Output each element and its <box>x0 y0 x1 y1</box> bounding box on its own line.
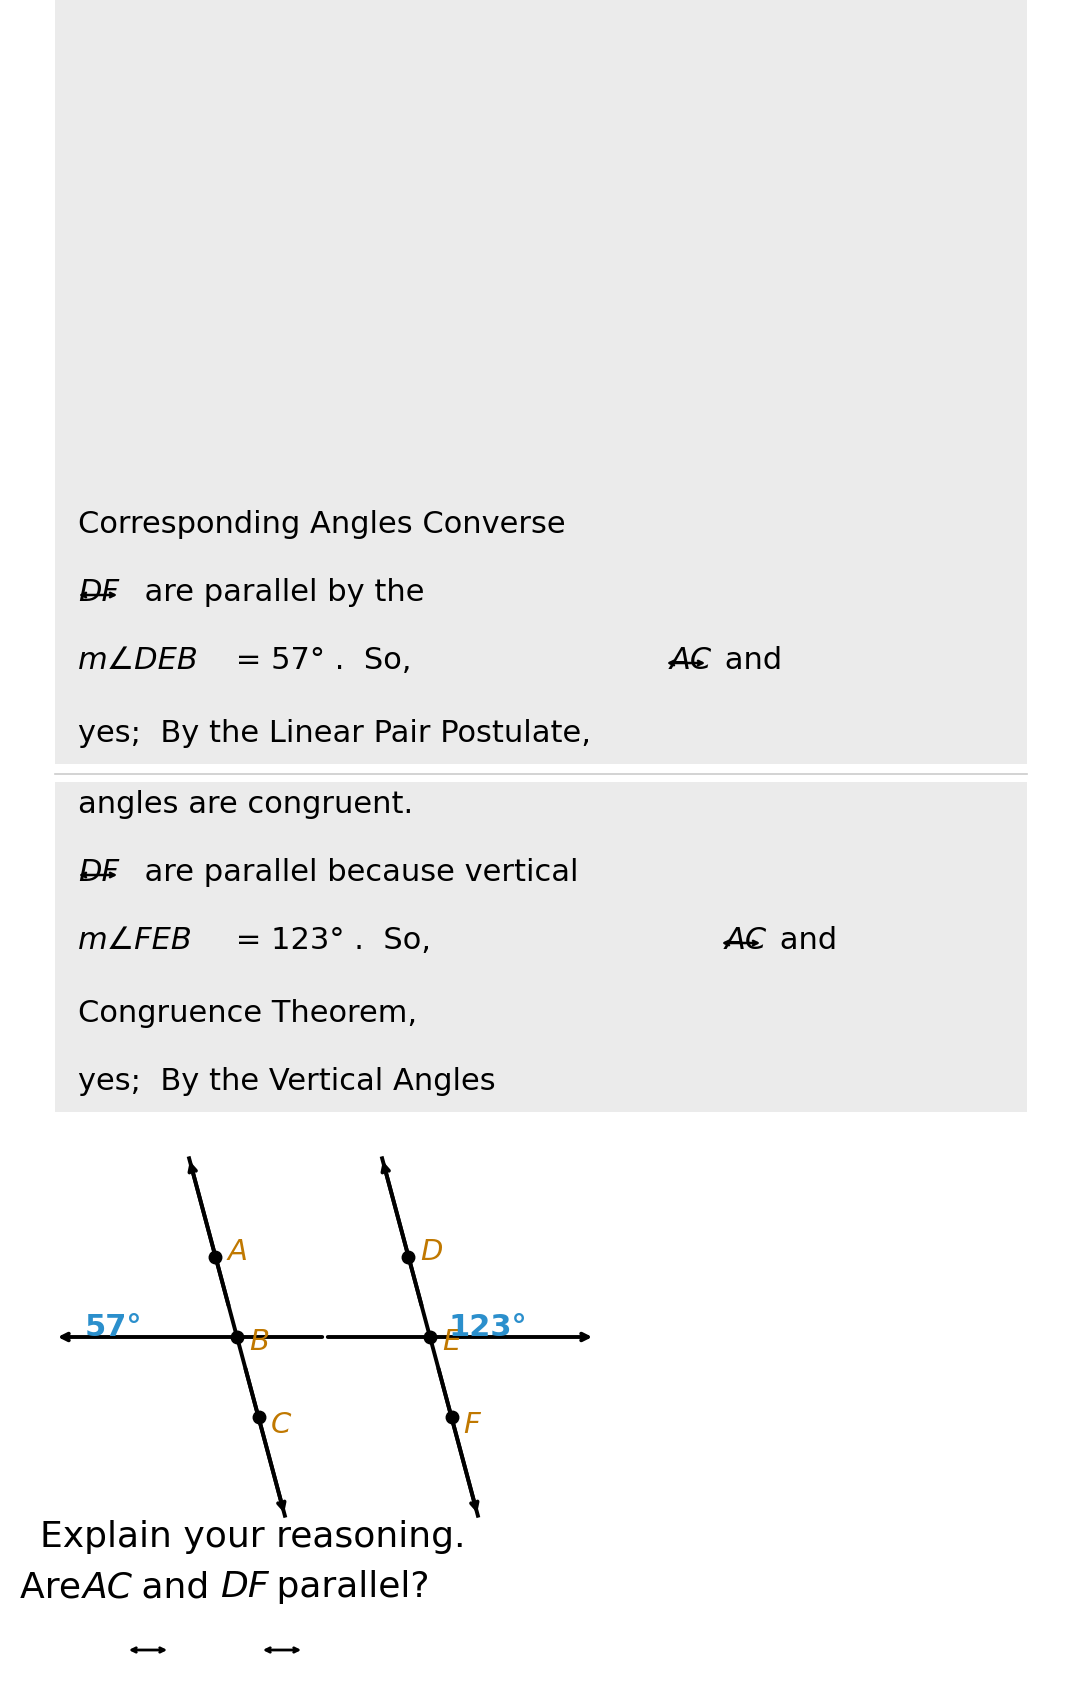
Text: m∠DEB: m∠DEB <box>78 647 199 676</box>
Text: and: and <box>770 926 837 955</box>
Text: and: and <box>715 647 782 676</box>
Text: are parallel because vertical: are parallel because vertical <box>126 858 579 887</box>
Text: yes;  By the Linear Pair Postulate,: yes; By the Linear Pair Postulate, <box>78 718 591 747</box>
Text: DF: DF <box>78 858 119 887</box>
Text: DF: DF <box>220 1569 268 1603</box>
Text: DF: DF <box>78 579 119 608</box>
Text: 123°: 123° <box>448 1312 527 1341</box>
Text: D: D <box>421 1237 443 1266</box>
Text: E: E <box>443 1328 460 1356</box>
Text: parallel?: parallel? <box>265 1569 430 1603</box>
Text: A: A <box>227 1237 248 1266</box>
Text: yes;  By the Vertical Angles: yes; By the Vertical Angles <box>78 1067 496 1096</box>
Text: and: and <box>130 1569 221 1603</box>
Text: Corresponding Angles Converse: Corresponding Angles Converse <box>78 511 566 540</box>
Text: angles are congruent.: angles are congruent. <box>78 790 413 819</box>
Text: Congruence Theorem,: Congruence Theorem, <box>78 999 418 1028</box>
Text: = 57° .  So,: = 57° . So, <box>226 647 421 676</box>
Text: B: B <box>249 1328 269 1356</box>
Text: AC: AC <box>83 1569 133 1603</box>
Bar <box>55 0 1027 764</box>
Text: Explain your reasoning.: Explain your reasoning. <box>40 1520 465 1554</box>
Text: = 123° .  So,: = 123° . So, <box>226 926 440 955</box>
Text: 57°: 57° <box>84 1312 142 1341</box>
Text: C: C <box>270 1411 291 1440</box>
Text: AC: AC <box>670 647 712 676</box>
Text: Are: Are <box>19 1569 92 1603</box>
Text: AC: AC <box>725 926 767 955</box>
Bar <box>55 781 1027 1111</box>
Text: are parallel by the: are parallel by the <box>126 579 424 608</box>
Text: m∠FEB: m∠FEB <box>78 926 193 955</box>
Text: F: F <box>463 1411 480 1440</box>
